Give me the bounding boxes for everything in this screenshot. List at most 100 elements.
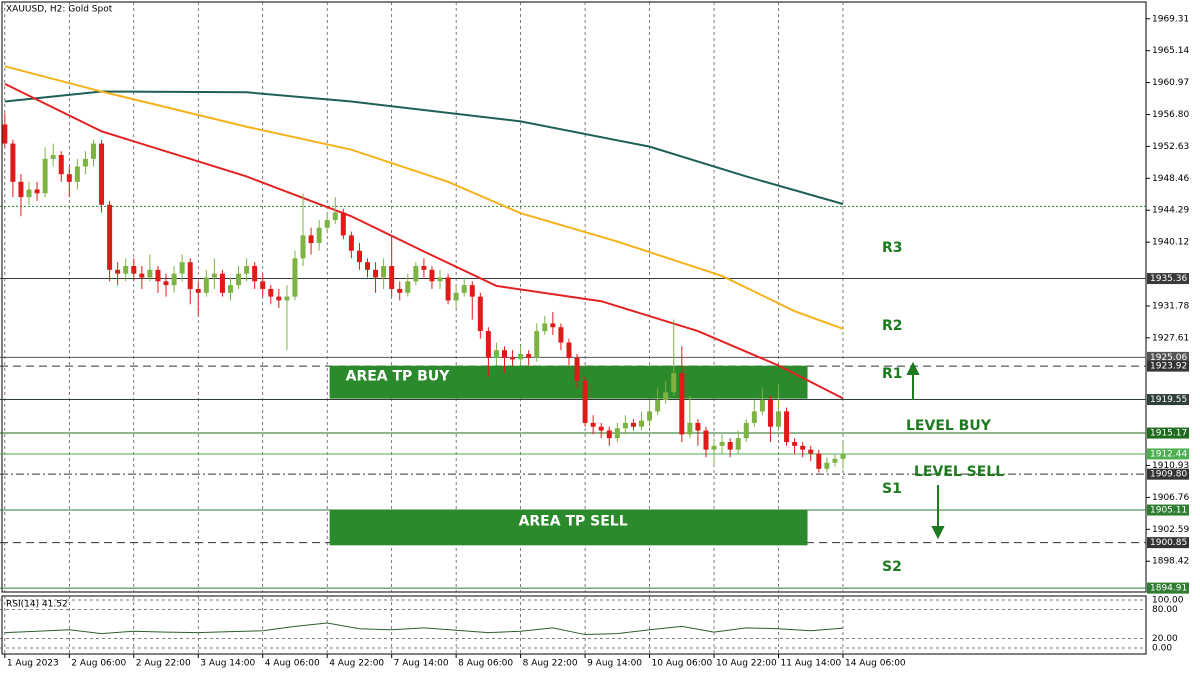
candle-body bbox=[2, 124, 8, 144]
candle-body bbox=[647, 411, 653, 421]
candle-body bbox=[518, 354, 524, 360]
candle-body bbox=[695, 422, 701, 431]
y-tick-label: 1952.63 bbox=[1152, 142, 1189, 152]
level-label: LEVEL BUY bbox=[906, 418, 992, 434]
price-box bbox=[1147, 537, 1189, 549]
candle-body bbox=[671, 373, 677, 393]
candle-body bbox=[663, 392, 669, 400]
rsi-tick-label: 0.00 bbox=[1152, 644, 1172, 654]
candle-body bbox=[832, 458, 838, 463]
candle-body bbox=[582, 380, 588, 423]
price-box-label: 1919.55 bbox=[1150, 395, 1187, 405]
candle-body bbox=[614, 428, 620, 439]
candle-body bbox=[147, 269, 153, 278]
candle-body bbox=[574, 357, 580, 381]
candle-body bbox=[284, 296, 290, 301]
candle-body bbox=[276, 296, 282, 301]
rsi-line bbox=[4, 622, 844, 636]
y-tick-label: 1910.93 bbox=[1152, 461, 1189, 471]
candle-body bbox=[485, 331, 491, 358]
candle-body bbox=[703, 430, 709, 450]
y-tick-label: 1940.12 bbox=[1152, 238, 1189, 248]
candle-body bbox=[58, 155, 64, 175]
candle-body bbox=[107, 204, 113, 270]
x-tick-label: 8 Aug 06:00 bbox=[458, 659, 513, 669]
rsi-label: RSI(14) 41.52 bbox=[6, 600, 68, 610]
candle-body bbox=[501, 350, 507, 358]
candle-body bbox=[461, 285, 467, 293]
price-box-label: 1894.91 bbox=[1150, 584, 1187, 594]
candle-body bbox=[727, 442, 733, 450]
pivot-label: R1 bbox=[882, 366, 903, 382]
price-box bbox=[1147, 273, 1189, 285]
x-tick-label: 7 Aug 14:00 bbox=[394, 659, 449, 669]
x-tick-label: 2 Aug 06:00 bbox=[71, 659, 126, 669]
rsi-pane bbox=[1, 595, 1147, 655]
candle-body bbox=[252, 266, 258, 282]
pivot-label: R3 bbox=[882, 240, 903, 256]
candle-body bbox=[244, 266, 250, 274]
candle-body bbox=[308, 235, 314, 244]
tp-area bbox=[329, 365, 808, 399]
candle-body bbox=[179, 262, 185, 274]
price-box bbox=[1147, 582, 1189, 594]
candle-body bbox=[510, 357, 516, 360]
candle-body bbox=[268, 288, 274, 297]
candle-body bbox=[139, 273, 145, 278]
candle-body bbox=[203, 277, 209, 293]
candle-body bbox=[719, 442, 725, 446]
candle-body bbox=[542, 323, 548, 332]
y-tick-label: 1948.46 bbox=[1152, 174, 1189, 184]
candle-body bbox=[808, 449, 814, 454]
y-tick-label: 1927.61 bbox=[1152, 333, 1189, 343]
candle-body bbox=[784, 411, 790, 443]
x-tick-label: 8 Aug 22:00 bbox=[523, 659, 578, 669]
price-pane bbox=[1, 1, 1147, 593]
x-tick-label: 2 Aug 22:00 bbox=[136, 659, 191, 669]
price-box bbox=[1147, 468, 1189, 480]
tp-area bbox=[329, 510, 808, 546]
candle-body bbox=[606, 430, 612, 439]
candle-body bbox=[558, 327, 564, 343]
candle-body bbox=[397, 288, 403, 293]
price-box bbox=[1147, 448, 1189, 460]
candle-body bbox=[82, 158, 88, 167]
moving-average bbox=[4, 65, 844, 330]
price-box bbox=[1147, 351, 1189, 363]
candle-body bbox=[300, 235, 306, 259]
candle-body bbox=[187, 262, 193, 289]
price-box bbox=[1147, 394, 1189, 406]
candle-body bbox=[163, 281, 169, 286]
y-tick-label: 1931.78 bbox=[1152, 301, 1189, 311]
candle-body bbox=[356, 250, 362, 263]
y-tick-label: 1965.14 bbox=[1152, 46, 1189, 56]
candle-body bbox=[743, 422, 749, 439]
candle-body bbox=[622, 422, 628, 429]
price-box-label: 1909.80 bbox=[1150, 470, 1187, 480]
candle-body bbox=[171, 273, 177, 286]
x-tick-label: 11 Aug 14:00 bbox=[781, 659, 842, 669]
candle-body bbox=[534, 331, 540, 358]
candle-body bbox=[792, 442, 798, 446]
candle-body bbox=[445, 277, 451, 301]
candle-body bbox=[630, 422, 636, 427]
candle-body bbox=[131, 266, 137, 274]
rsi-tick-label: 20.00 bbox=[1152, 634, 1178, 644]
candle-body bbox=[195, 288, 201, 293]
tp-area-label: AREA TP BUY bbox=[346, 369, 451, 385]
candle-body bbox=[776, 411, 782, 427]
candle-body bbox=[42, 158, 48, 194]
x-tick-label: 4 Aug 22:00 bbox=[329, 659, 384, 669]
candle-body bbox=[348, 235, 354, 251]
candle-body bbox=[816, 453, 822, 469]
arrow-down bbox=[931, 485, 945, 540]
y-tick-label: 1898.42 bbox=[1152, 557, 1189, 567]
candle-body bbox=[219, 273, 225, 293]
pivot-label: S2 bbox=[882, 559, 902, 575]
rsi-tick-label: 80.00 bbox=[1152, 605, 1178, 615]
candle-body bbox=[324, 220, 330, 228]
candle-body bbox=[123, 266, 129, 274]
candle-body bbox=[655, 399, 661, 412]
y-tick-label: 1906.76 bbox=[1152, 493, 1189, 503]
